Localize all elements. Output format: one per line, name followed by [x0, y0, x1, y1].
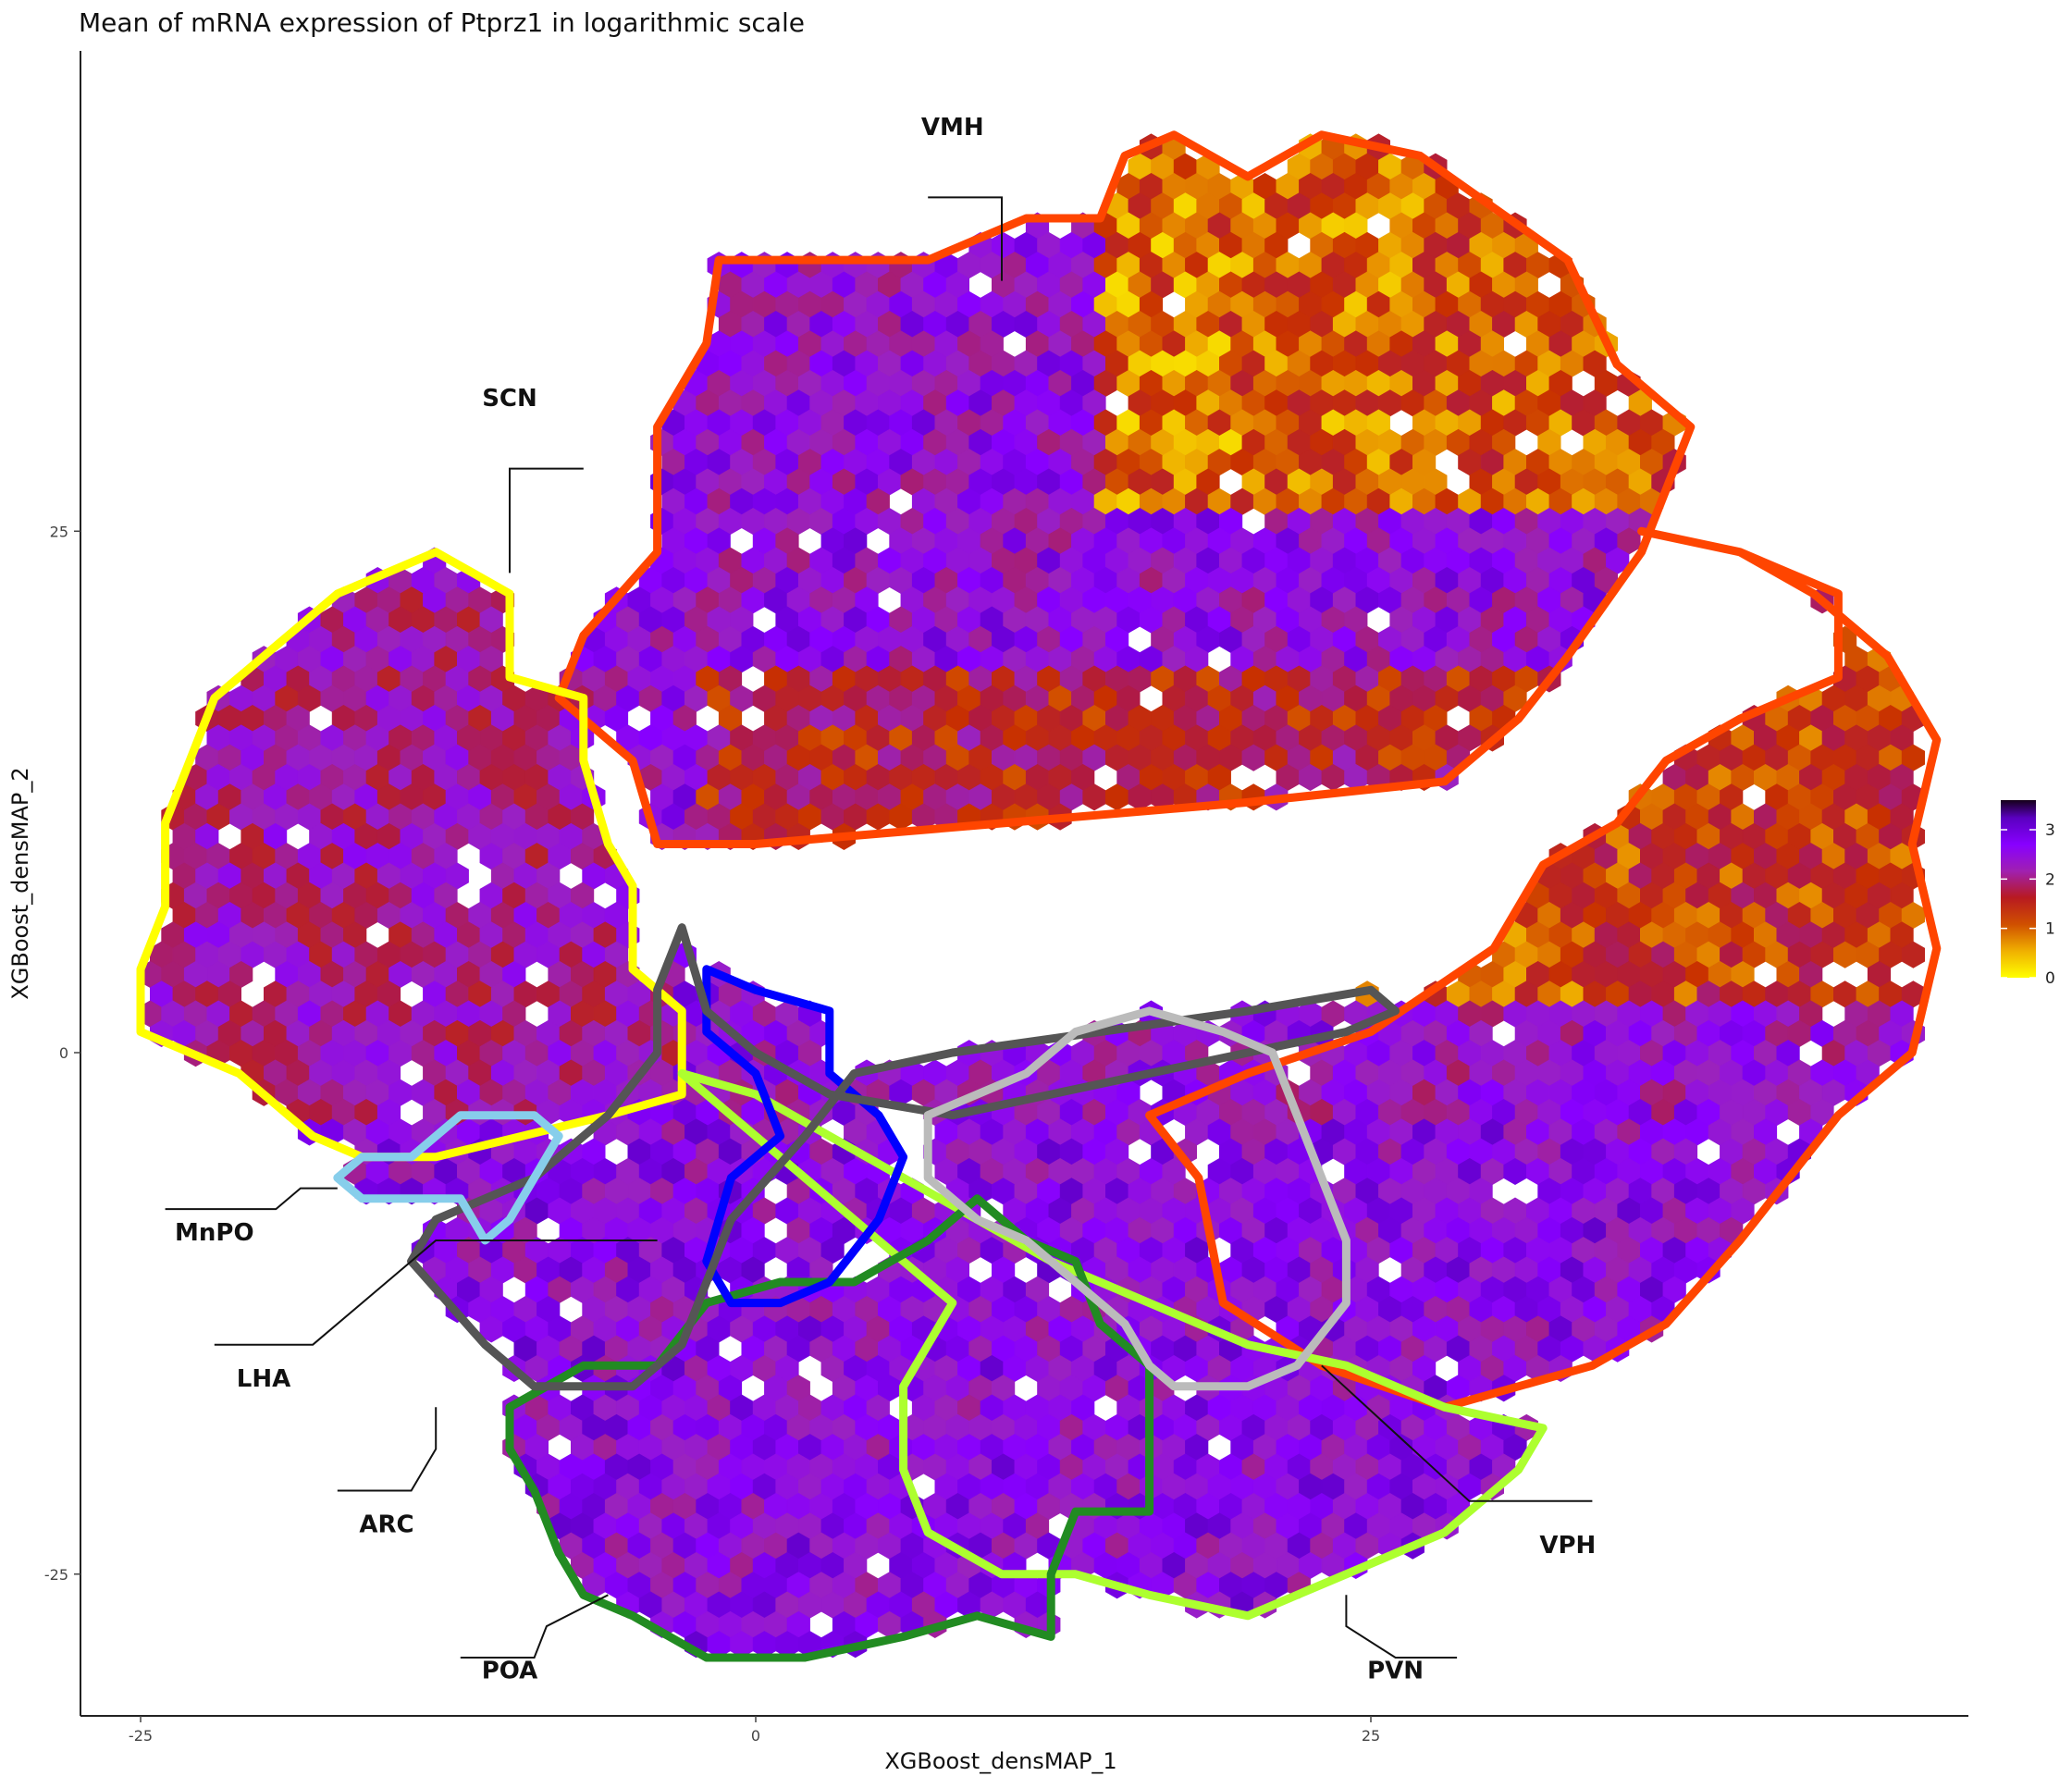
chart-title: Mean of mRNA expression of Ptprz1 in log…: [79, 7, 805, 38]
colorbar-ticks: 0 1 2 3: [2001, 821, 2055, 988]
region-label-pvn: PVN: [1367, 1658, 1424, 1685]
region-outline-vmh: [554, 130, 1696, 848]
colorbar: [2001, 800, 2036, 978]
x-tick-label: 25: [1362, 1727, 1380, 1745]
region-outline-unlabeled-grey-: [923, 1006, 1350, 1391]
hex-cell: [1901, 941, 1925, 968]
y-tick-label: 0: [59, 1044, 68, 1062]
region-label-scn: SCN: [482, 385, 537, 413]
y-axis-title: XGBoost_densMAP_2: [7, 767, 33, 999]
colorbar-tick-label: 3: [2045, 821, 2055, 840]
x-tick-label: -25: [129, 1727, 153, 1745]
region-outline-arc: [702, 965, 908, 1308]
leader-line-arc: [337, 1407, 438, 1492]
region-label-vph: VPH: [1539, 1532, 1596, 1560]
colorbar-tick-label: 1: [2045, 920, 2055, 939]
leader-line-poa: [460, 1594, 609, 1659]
region-labels: VMH SCN MnPO LHA ARC POA VPH PVN: [165, 114, 1596, 1685]
hexbin-cells: [138, 133, 1925, 1659]
leader-line-mnpo: [165, 1187, 338, 1211]
leader-line-scn: [509, 467, 584, 574]
axes: -25 0 25 -25 0 25: [44, 51, 1968, 1745]
leader-line-vph: [1321, 1364, 1593, 1502]
region-label-poa: POA: [482, 1658, 538, 1685]
colorbar-tick-label: 2: [2045, 870, 2055, 889]
colorbar-legend: 0 1 2 3: [2001, 800, 2055, 988]
region-outline-poa: [505, 1194, 1154, 1662]
colorbar-tick-label: 0: [2045, 969, 2055, 988]
y-tick-label: -25: [44, 1566, 68, 1584]
region-label-arc: ARC: [359, 1511, 413, 1539]
region-outline-mnpo: [333, 1111, 563, 1245]
x-tick-label: 0: [751, 1727, 760, 1745]
region-label-vmh: VMH: [921, 114, 984, 142]
leader-line-pvn: [1345, 1595, 1458, 1659]
region-label-mnpo: MnPO: [175, 1219, 254, 1247]
region-outline-scn: [136, 548, 686, 1162]
x-axis-title: XGBoost_densMAP_1: [884, 1748, 1116, 1774]
y-tick-label: 25: [50, 523, 68, 540]
leader-line-lha: [214, 1240, 658, 1346]
leader-line-vmh: [928, 196, 1003, 281]
axis-ticks: -25 0 25 -25 0 25: [44, 523, 1380, 1745]
region-label-lha: LHA: [237, 1365, 290, 1393]
region-outline-lha: [407, 923, 1400, 1391]
